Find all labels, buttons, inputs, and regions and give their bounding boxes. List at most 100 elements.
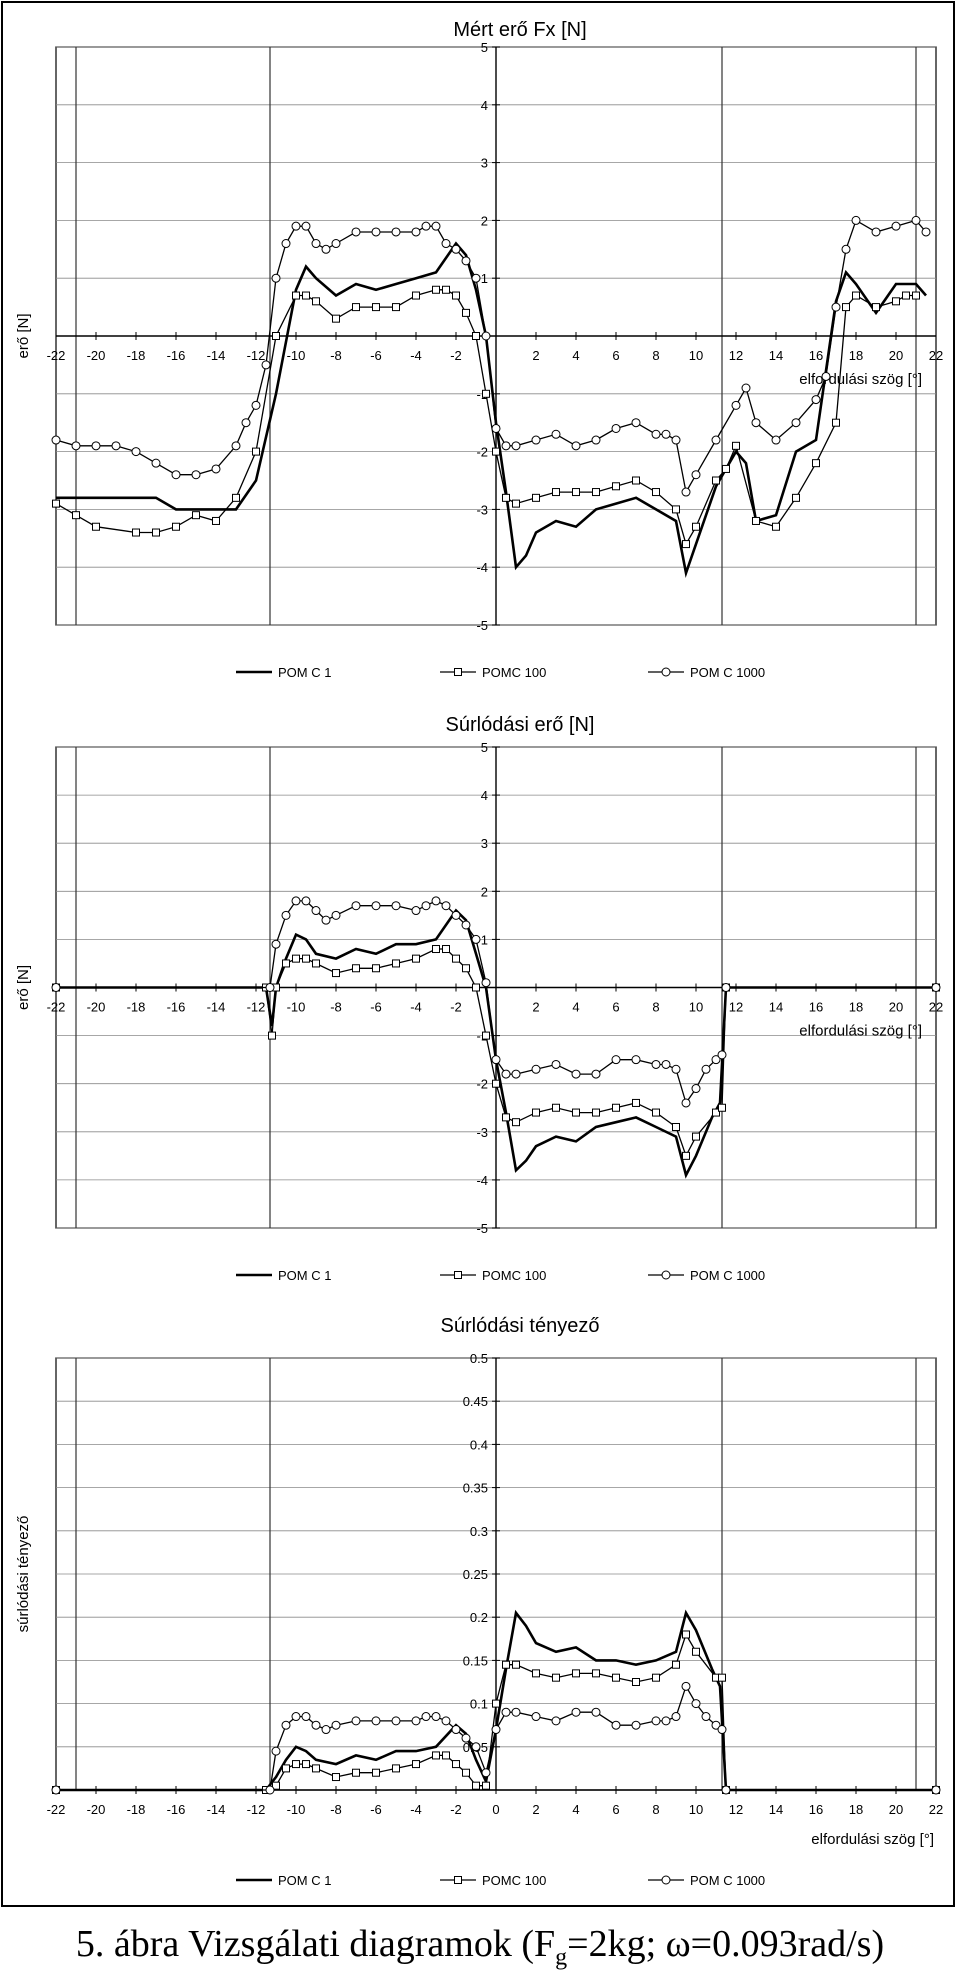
data-point bbox=[501, 1069, 511, 1079]
data-point bbox=[451, 1725, 461, 1735]
chart-title: Mért erő Fx [N] bbox=[453, 19, 586, 41]
x-tick-label: -22 bbox=[47, 1000, 66, 1015]
data-point bbox=[51, 435, 61, 445]
legend-marker bbox=[454, 1876, 462, 1884]
x-tick-label: 12 bbox=[729, 1802, 743, 1817]
data-point bbox=[712, 476, 720, 485]
data-point bbox=[412, 1760, 420, 1769]
data-point bbox=[191, 470, 201, 480]
data-point bbox=[591, 1069, 601, 1079]
y-axis-label: súrlódási tényező bbox=[15, 1516, 32, 1633]
data-point bbox=[701, 1064, 711, 1074]
x-tick-label: -22 bbox=[47, 1802, 66, 1817]
y-tick-label: -4 bbox=[476, 560, 488, 575]
data-point bbox=[671, 1064, 681, 1074]
data-point bbox=[531, 435, 541, 445]
data-point bbox=[482, 1031, 490, 1040]
legend-marker bbox=[454, 1271, 462, 1279]
x-tick-label: -8 bbox=[330, 1802, 342, 1817]
data-point bbox=[442, 285, 450, 294]
data-point bbox=[271, 1746, 281, 1756]
data-point bbox=[302, 1760, 310, 1769]
data-point bbox=[681, 487, 691, 497]
data-point bbox=[302, 954, 310, 963]
data-point bbox=[452, 954, 460, 963]
data-point bbox=[552, 1103, 560, 1112]
series-3 bbox=[51, 215, 931, 497]
legend-label: POM C 1000 bbox=[690, 665, 765, 680]
data-point bbox=[892, 297, 900, 306]
x-tick-label: 6 bbox=[612, 1000, 619, 1015]
series-2 bbox=[52, 285, 920, 549]
legend-label: POM C 1000 bbox=[690, 1268, 765, 1283]
data-point bbox=[311, 1720, 321, 1730]
data-point bbox=[371, 1716, 381, 1726]
series-line bbox=[55, 289, 916, 546]
x-tick-label: 14 bbox=[769, 1802, 783, 1817]
data-point bbox=[391, 227, 401, 237]
legend-marker bbox=[661, 667, 671, 677]
data-point bbox=[71, 441, 81, 451]
data-point bbox=[592, 1669, 600, 1678]
data-point bbox=[531, 1712, 541, 1722]
data-point bbox=[592, 488, 600, 497]
data-point bbox=[51, 983, 61, 992]
data-point bbox=[531, 1064, 541, 1074]
x-tick-label: -20 bbox=[87, 1802, 106, 1817]
data-point bbox=[672, 1660, 680, 1669]
x-tick-label: -12 bbox=[247, 348, 266, 363]
data-point bbox=[592, 1108, 600, 1117]
y-tick-label: 0.25 bbox=[463, 1567, 488, 1582]
data-point bbox=[661, 1716, 671, 1726]
data-point bbox=[321, 915, 331, 925]
data-point bbox=[681, 1681, 691, 1691]
data-point bbox=[291, 221, 301, 231]
data-point bbox=[552, 1673, 560, 1682]
data-point bbox=[432, 945, 440, 954]
data-point bbox=[502, 1660, 510, 1669]
x-tick-label: -14 bbox=[207, 1000, 226, 1015]
data-point bbox=[412, 954, 420, 963]
data-point bbox=[272, 1781, 280, 1790]
data-point bbox=[611, 1055, 621, 1065]
data-point bbox=[672, 505, 680, 514]
data-point bbox=[471, 1742, 481, 1752]
data-point bbox=[551, 1716, 561, 1726]
data-point bbox=[391, 901, 401, 911]
legend-marker bbox=[454, 668, 462, 676]
x-tick-label: 4 bbox=[572, 1000, 579, 1015]
data-point bbox=[482, 1781, 490, 1790]
data-point bbox=[661, 1059, 671, 1069]
data-point bbox=[631, 1720, 641, 1730]
x-tick-label: -18 bbox=[127, 1000, 146, 1015]
data-point bbox=[551, 1059, 561, 1069]
data-point bbox=[691, 1699, 701, 1709]
data-point bbox=[718, 1673, 726, 1682]
x-tick-label: 14 bbox=[769, 348, 783, 363]
x-tick-label: -10 bbox=[287, 348, 306, 363]
x-tick-label: 6 bbox=[612, 348, 619, 363]
y-tick-label: 1 bbox=[481, 932, 488, 947]
data-point bbox=[732, 441, 740, 450]
data-point bbox=[271, 939, 281, 949]
data-point bbox=[491, 423, 501, 433]
data-point bbox=[472, 332, 480, 340]
x-tick-label: 4 bbox=[572, 348, 579, 363]
data-point bbox=[461, 920, 471, 930]
data-point bbox=[532, 1669, 540, 1678]
data-point bbox=[552, 488, 560, 497]
data-point bbox=[511, 1707, 521, 1717]
data-point bbox=[111, 441, 121, 451]
data-point bbox=[291, 1712, 301, 1722]
data-point bbox=[452, 1760, 460, 1769]
data-point bbox=[471, 934, 481, 944]
data-point bbox=[711, 1720, 721, 1730]
x-tick-label: -6 bbox=[370, 1802, 382, 1817]
y-tick-label: 5 bbox=[481, 740, 488, 755]
data-point bbox=[392, 303, 400, 312]
data-point bbox=[421, 1712, 431, 1722]
y-tick-label: 0.2 bbox=[470, 1610, 488, 1625]
data-point bbox=[792, 493, 800, 502]
data-point bbox=[261, 360, 271, 370]
